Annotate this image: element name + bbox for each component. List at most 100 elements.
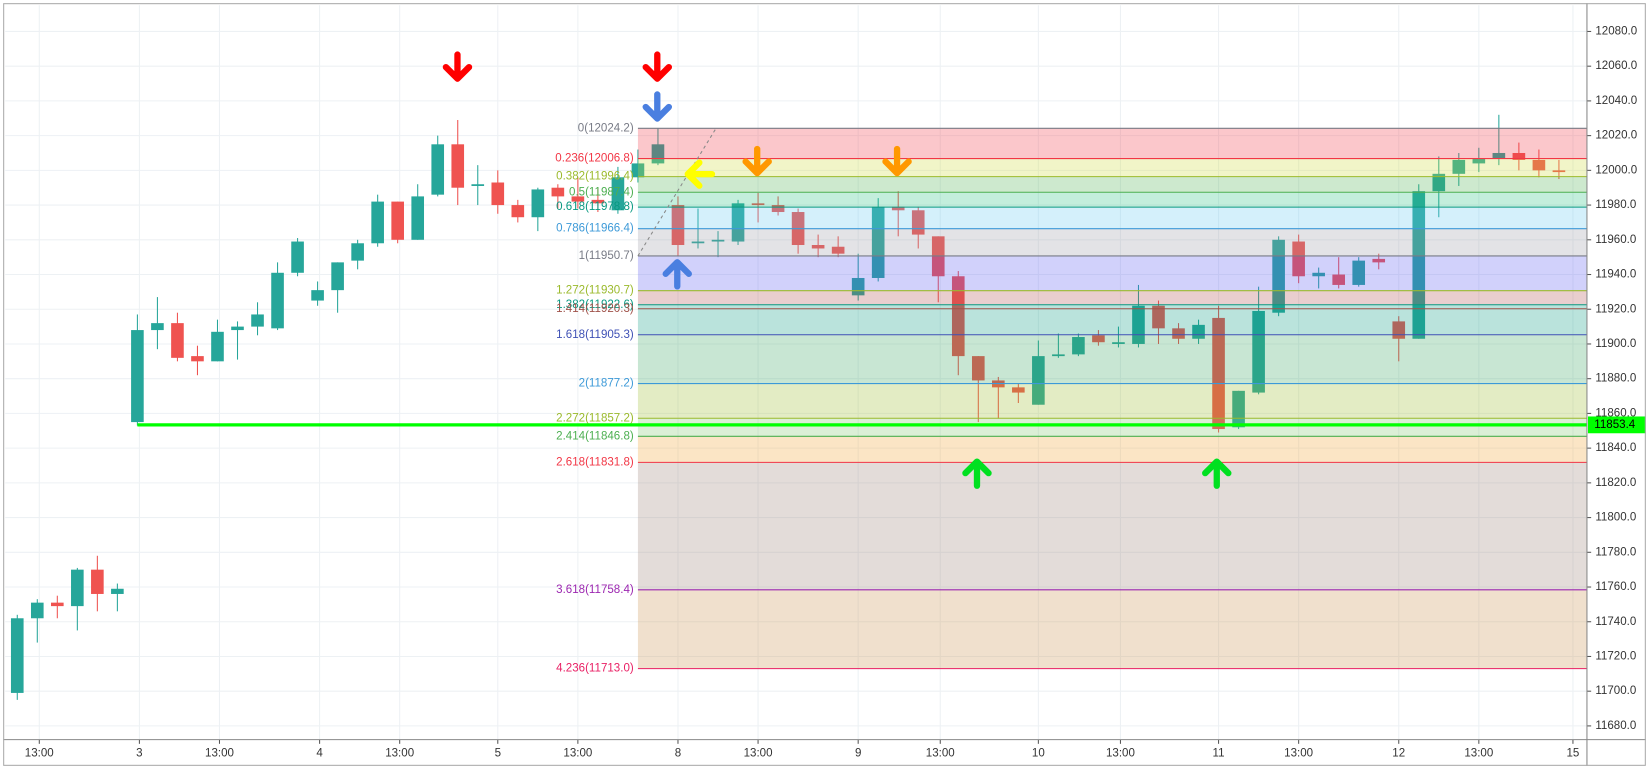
candle-body	[131, 330, 144, 423]
fib-label: 0.382(11996.4)	[556, 171, 634, 183]
x-tick-label: 13:00	[563, 747, 592, 759]
fib-label: 0.5(11987.4)	[569, 186, 634, 198]
candle-body	[1372, 258, 1386, 263]
y-tick-label: 11980.0	[1595, 199, 1636, 211]
y-tick-label: 11880.0	[1595, 373, 1636, 385]
fib-band	[637, 308, 1587, 335]
fib-label: 3.618(11758.4)	[556, 584, 634, 596]
candle-body	[1172, 328, 1185, 339]
candle-body	[431, 144, 445, 195]
x-tick-label: 4	[316, 747, 323, 759]
fib-band	[637, 207, 1587, 229]
fib-label: 2(11877.2)	[579, 378, 634, 390]
x-tick-label: 13:00	[1106, 747, 1135, 759]
y-tick-label: 11900.0	[1595, 338, 1636, 350]
y-tick-label: 11800.0	[1595, 512, 1636, 524]
candle-body	[10, 618, 24, 693]
candle-body	[1492, 152, 1506, 159]
candle-body	[111, 588, 124, 594]
candle-body	[871, 206, 885, 278]
candle-body	[951, 276, 965, 357]
x-tick-label: 9	[855, 747, 861, 759]
candle-body	[1032, 356, 1045, 405]
fib-label: 1(11950.7)	[579, 250, 634, 262]
price-tag	[1588, 416, 1646, 434]
x-tick-label: 12	[1392, 747, 1405, 759]
candle-body	[1012, 387, 1025, 393]
candle-body	[1532, 159, 1546, 171]
fib-label: 2.414(11846.8)	[556, 430, 634, 442]
candle-body	[1252, 310, 1265, 393]
y-tick-label: 12000.0	[1595, 164, 1637, 176]
y-tick-label: 11700.0	[1595, 685, 1636, 697]
candle-body	[231, 326, 244, 331]
candle-body	[591, 199, 605, 204]
frame	[3, 3, 1646, 766]
candle-body	[711, 239, 725, 242]
y-tick-label: 11760.0	[1595, 581, 1636, 593]
fib-band	[637, 436, 1587, 463]
candle-body	[1292, 241, 1305, 277]
y-tick-label: 11820.0	[1595, 477, 1636, 489]
candle-body	[571, 196, 585, 202]
candle-body	[1152, 305, 1165, 329]
x-tick-label: 13:00	[25, 747, 54, 759]
candle-body	[30, 602, 44, 619]
candle-body	[391, 201, 404, 240]
y-tick-label: 12080.0	[1595, 26, 1637, 38]
candle-body	[1072, 337, 1085, 355]
candle-body	[751, 203, 765, 206]
candle-body	[1352, 260, 1366, 285]
candle-body	[551, 187, 565, 197]
x-tick-label: 15	[1567, 747, 1580, 759]
candle-body	[1412, 191, 1426, 339]
candle-body	[1432, 173, 1446, 192]
fib-label: 0(12024.2)	[578, 122, 634, 134]
fib-label: 0.786(11966.4)	[556, 223, 634, 235]
candle-body	[251, 314, 264, 327]
fib-band	[637, 192, 1587, 208]
fib-band	[637, 383, 1587, 419]
y-tick-label: 11720.0	[1595, 651, 1636, 663]
fib-band	[637, 290, 1587, 305]
candle-body	[611, 177, 625, 211]
y-tick-label: 12020.0	[1595, 130, 1637, 142]
fib-band	[637, 176, 1587, 193]
candle-body	[1312, 272, 1325, 277]
candle-body	[271, 272, 284, 329]
x-tick-label: 13:00	[385, 747, 414, 759]
candle-body	[411, 196, 425, 240]
candle-body	[291, 241, 304, 273]
x-tick-label: 13:00	[1284, 747, 1313, 759]
y-tick-label: 11920.0	[1595, 303, 1636, 315]
candle-body	[331, 262, 344, 291]
candle-body	[631, 163, 645, 178]
candle-body	[971, 356, 985, 381]
candle-body	[511, 205, 525, 218]
fib-label: 1.382(11922.6)	[556, 299, 634, 311]
y-tick-label: 11780.0	[1595, 546, 1636, 558]
candle-body	[151, 323, 164, 331]
candle-body	[811, 245, 825, 249]
candle-body	[91, 569, 104, 594]
fib-band	[637, 255, 1587, 291]
candle-body	[691, 241, 705, 244]
fib-band	[637, 128, 1587, 159]
x-tick-label: 8	[675, 747, 681, 759]
fib-label: 4.236(11713.0)	[556, 663, 634, 675]
candle-body	[191, 356, 204, 362]
candle-body	[371, 201, 384, 244]
candle-body	[351, 243, 364, 261]
x-tick-label: 11	[1213, 747, 1225, 759]
price-tag-label: 11853.4	[1594, 419, 1636, 431]
candle-body	[491, 182, 505, 206]
candle-body	[831, 246, 845, 254]
candle-body	[471, 184, 485, 186]
x-tick-label: 13:00	[926, 747, 955, 759]
candle-body	[1512, 152, 1526, 160]
candle-body	[51, 602, 64, 607]
y-tick-label: 12060.0	[1595, 60, 1637, 72]
fib-band	[637, 228, 1587, 256]
candle-body	[1112, 342, 1125, 344]
candle-body	[1552, 170, 1566, 173]
